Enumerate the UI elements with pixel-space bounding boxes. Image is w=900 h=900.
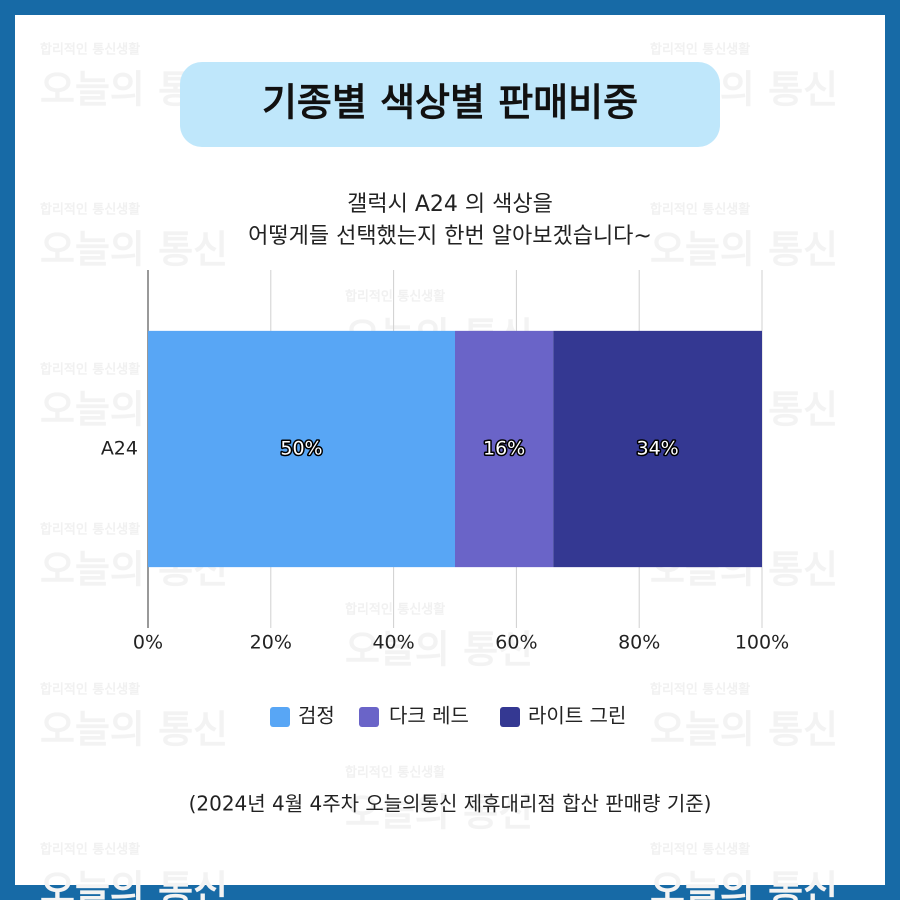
data-label: 50% [280,438,322,460]
watermark: 오늘의 통신 [40,868,228,900]
watermark: 합리적인 통신생활 [650,842,750,858]
watermark: 오늘의 통신 [345,628,533,672]
footnote: (2024년 4월 4주차 오늘의통신 제휴대리점 합산 판매량 기준) [189,792,712,816]
watermark: 오늘의 통신 [650,868,838,900]
data-label: 16% [483,438,525,460]
legend-swatch [359,707,379,727]
legend-swatch [270,707,290,727]
watermark: 합리적인 통신생활 [345,289,445,305]
x-tick-label: 60% [495,632,537,654]
watermark: 오늘의 통신 [650,228,838,272]
watermark: 합리적인 통신생활 [345,602,445,618]
watermark: 오늘의 통신 [650,708,838,752]
x-tick-label: 0% [133,632,163,654]
x-tick-label: 40% [372,632,414,654]
subtitle: 어떻게들 선택했는지 한번 알아보겠습니다~ [248,224,652,249]
legend-label: 라이트 그린 [528,704,626,728]
legend-label: 다크 레드 [389,704,469,728]
bar [148,330,455,568]
title-badge [180,62,720,147]
watermark: 오늘의 통신 [40,228,228,272]
x-tick-label: 20% [250,632,292,654]
watermark: 합리적인 통신생활 [650,42,750,58]
watermark: 합리적인 통신생활 [40,362,140,378]
subtitle: 갤럭시 A24 의 색상을 [347,192,553,217]
watermark: 합리적인 통신생활 [40,842,140,858]
watermark: 합리적인 통신생활 [40,682,140,698]
y-tick-label: A24 [101,438,138,460]
legend-swatch [500,707,520,727]
watermark: 합리적인 통신생활 [40,42,140,58]
x-tick-label: 100% [735,632,789,654]
data-label: 34% [637,438,679,460]
watermark: 합리적인 통신생활 [345,765,445,781]
watermark: 합리적인 통신생활 [650,202,750,218]
chart-title: 기종별 색상별 판매비중 [262,81,638,125]
watermark: 합리적인 통신생활 [40,202,140,218]
bar [455,330,554,568]
x-tick-label: 80% [618,632,660,654]
watermark: 합리적인 통신생활 [650,682,750,698]
bar [553,330,762,568]
watermark: 오늘의 통신 [40,708,228,752]
watermark: 오늘의 통신 [345,791,533,835]
watermark: 합리적인 통신생활 [40,522,140,538]
legend-label: 검정 [298,704,335,728]
